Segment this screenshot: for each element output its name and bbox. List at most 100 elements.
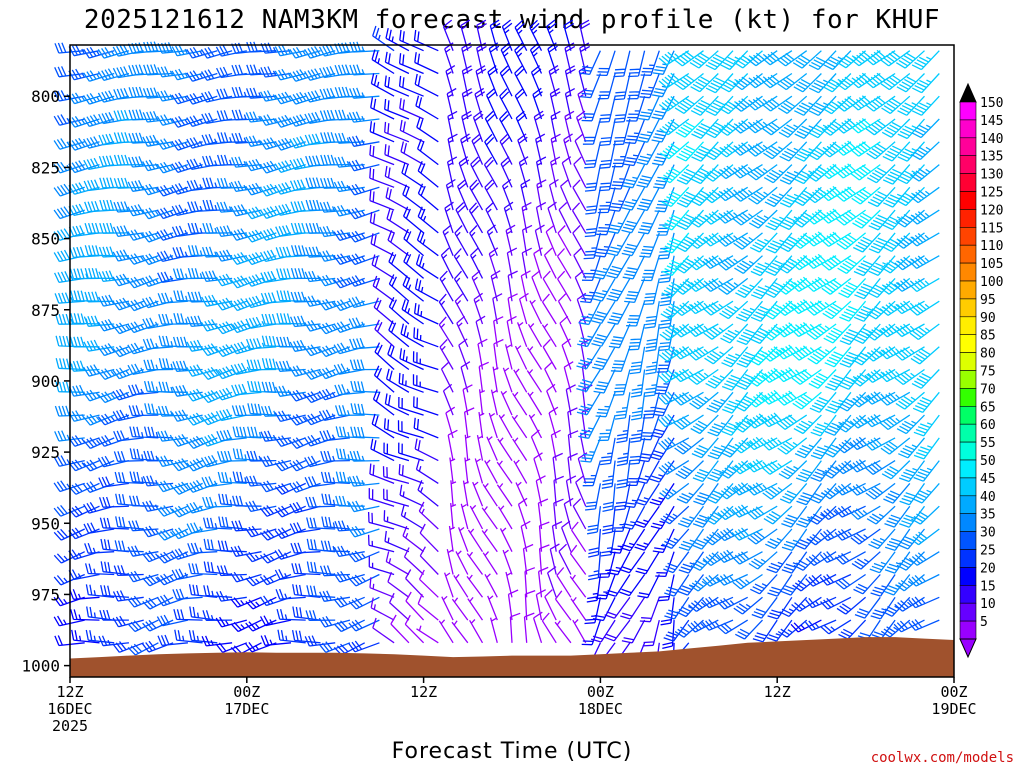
wind-barb xyxy=(790,322,822,338)
wind-barb xyxy=(349,64,380,76)
wind-barb xyxy=(385,187,410,211)
wind-barb xyxy=(54,430,85,442)
wind-barb xyxy=(747,391,778,408)
wind-barb xyxy=(53,528,85,541)
wind-barb xyxy=(203,538,233,553)
wind-barb xyxy=(202,517,233,530)
wind-barb xyxy=(471,133,484,165)
wind-barb xyxy=(579,19,591,51)
wind-barb xyxy=(705,50,734,71)
wind-barb xyxy=(719,460,749,479)
wind-barb xyxy=(350,380,380,393)
wind-barb xyxy=(502,367,513,393)
colorbar: 1501451401351301251201151101051009590858… xyxy=(959,82,1003,659)
colorbar-swatch xyxy=(959,584,977,604)
wind-barb xyxy=(527,391,543,416)
plot-frame xyxy=(69,44,955,678)
wind-barb xyxy=(318,388,351,401)
wind-barb xyxy=(482,482,498,507)
wind-barb xyxy=(793,551,822,571)
wind-barb xyxy=(348,183,380,196)
wind-barb xyxy=(156,594,189,607)
wind-barb xyxy=(556,248,572,279)
wind-barb xyxy=(289,315,321,328)
wind-barb xyxy=(834,528,866,541)
wind-barb xyxy=(779,209,808,231)
wind-barb xyxy=(623,483,646,508)
wind-barb xyxy=(127,384,159,396)
wind-barb xyxy=(398,53,424,75)
wind-barb xyxy=(458,338,469,370)
wind-barb xyxy=(911,369,940,389)
wind-barb xyxy=(732,209,763,226)
wind-barb xyxy=(587,551,602,581)
wind-barb xyxy=(99,517,129,530)
colorbar-swatch xyxy=(959,173,977,192)
wind-barb xyxy=(912,391,940,413)
wind-barb xyxy=(443,572,454,598)
wind-barb xyxy=(658,95,690,112)
wind-barb xyxy=(485,201,498,234)
wind-barb xyxy=(791,596,822,612)
wind-barb xyxy=(596,50,616,77)
wind-barb xyxy=(576,346,601,370)
wind-barb xyxy=(216,132,247,144)
wind-barb xyxy=(451,597,469,621)
wind-barb xyxy=(592,346,616,371)
wind-barb xyxy=(642,278,660,306)
wind-barb xyxy=(318,641,351,654)
wind-barb xyxy=(523,612,535,643)
wind-barb xyxy=(112,367,144,380)
wind-barb xyxy=(245,642,277,653)
wind-barb xyxy=(732,573,763,590)
wind-barb xyxy=(879,391,911,406)
wind-barb xyxy=(673,50,704,67)
wind-barb xyxy=(514,19,528,51)
wind-barb xyxy=(654,187,675,213)
wind-barb xyxy=(469,504,484,530)
wind-barb xyxy=(630,392,646,421)
wind-barb xyxy=(620,528,646,552)
wind-barb xyxy=(440,361,454,393)
wind-barb xyxy=(498,414,513,439)
wind-barb xyxy=(53,504,85,517)
wind-barb xyxy=(576,369,601,393)
wind-barb xyxy=(274,549,306,560)
wind-barb xyxy=(83,364,115,377)
wind-barb xyxy=(575,110,587,143)
wind-barb xyxy=(823,323,852,344)
wind-barb xyxy=(318,409,351,422)
wind-barb xyxy=(838,277,867,299)
wind-barb xyxy=(658,72,690,89)
wind-barb xyxy=(692,505,719,528)
wind-barb xyxy=(749,232,778,253)
wind-barb xyxy=(478,389,486,416)
wind-barb xyxy=(766,619,793,642)
wind-barb xyxy=(663,619,690,642)
wind-barb xyxy=(171,384,203,397)
wind-barb xyxy=(604,596,631,619)
wind-barb xyxy=(558,202,572,234)
wind-barb xyxy=(640,414,660,441)
wind-barb xyxy=(157,634,188,647)
wind-barb xyxy=(820,255,852,271)
wind-barb xyxy=(320,154,350,166)
wind-barb xyxy=(794,118,822,139)
wind-barb xyxy=(691,118,719,139)
wind-barb xyxy=(820,231,852,247)
wind-barb xyxy=(690,73,719,93)
wind-barb xyxy=(781,551,808,574)
wind-barb xyxy=(554,590,572,621)
wind-barb xyxy=(415,459,439,484)
wind-barb xyxy=(895,391,925,410)
wind-barb xyxy=(348,550,380,563)
colorbar-label: 25 xyxy=(980,544,996,559)
wind-barb xyxy=(497,437,513,461)
colorbar-label: 45 xyxy=(980,472,996,487)
wind-barb xyxy=(83,339,115,352)
wind-barb xyxy=(318,250,351,262)
colorbar-label: 65 xyxy=(980,400,996,415)
wind-barb xyxy=(689,209,719,228)
wind-barb xyxy=(334,405,365,416)
colorbar-swatch xyxy=(959,101,977,121)
